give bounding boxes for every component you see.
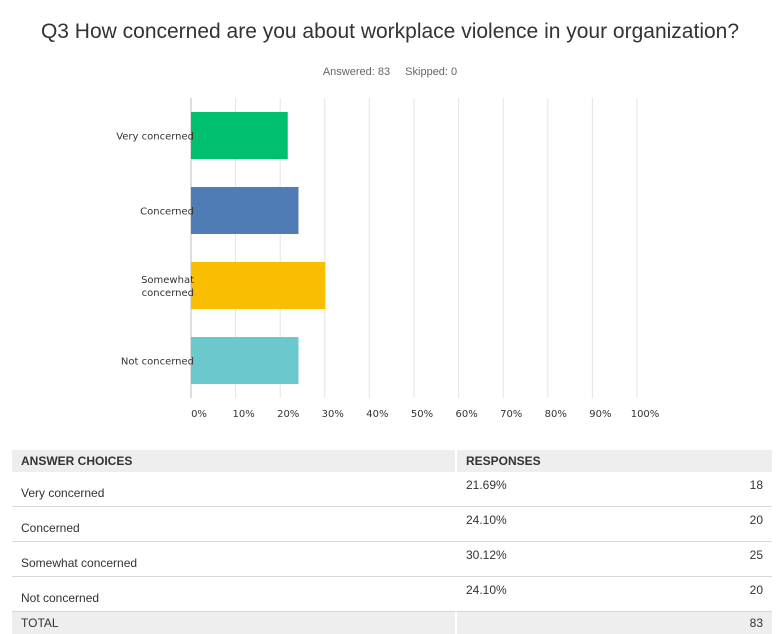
response-count: 25 (692, 542, 772, 577)
x-tick-label: 100% (631, 409, 660, 420)
bar (191, 112, 288, 159)
header-responses: RESPONSES (457, 450, 692, 472)
response-count: 18 (692, 472, 772, 507)
x-tick-label: 80% (545, 409, 567, 420)
answer-choice: Very concerned (12, 472, 455, 507)
category-label: Concerned (140, 207, 194, 218)
bar (191, 187, 298, 234)
x-tick-label: 40% (366, 409, 388, 420)
x-tick-label: 20% (277, 409, 299, 420)
answer-choice: Not concerned (12, 577, 455, 612)
category-label: Not concerned (121, 357, 194, 368)
x-tick-label: 70% (500, 409, 522, 420)
x-tick-label: 60% (455, 409, 477, 420)
x-tick-label: 10% (232, 409, 254, 420)
response-percent: 21.69% (457, 472, 692, 507)
x-tick-label: 0% (191, 409, 207, 420)
response-count: 20 (692, 507, 772, 542)
response-percent: 24.10% (457, 507, 692, 542)
response-percent: 30.12% (457, 542, 692, 577)
x-tick-label: 30% (322, 409, 344, 420)
category-label: Very concerned (116, 132, 194, 143)
table-header-row: ANSWER CHOICES RESPONSES (12, 450, 772, 472)
x-tick-label: 50% (411, 409, 433, 420)
x-tick-label: 90% (589, 409, 611, 420)
answer-choice: Concerned (12, 507, 455, 542)
header-answer-choices: ANSWER CHOICES (12, 450, 455, 472)
bar (191, 262, 325, 309)
answer-choice: Somewhat concerned (12, 542, 455, 577)
response-count: 20 (692, 577, 772, 612)
bar (191, 337, 298, 384)
response-percent: 24.10% (457, 577, 692, 612)
